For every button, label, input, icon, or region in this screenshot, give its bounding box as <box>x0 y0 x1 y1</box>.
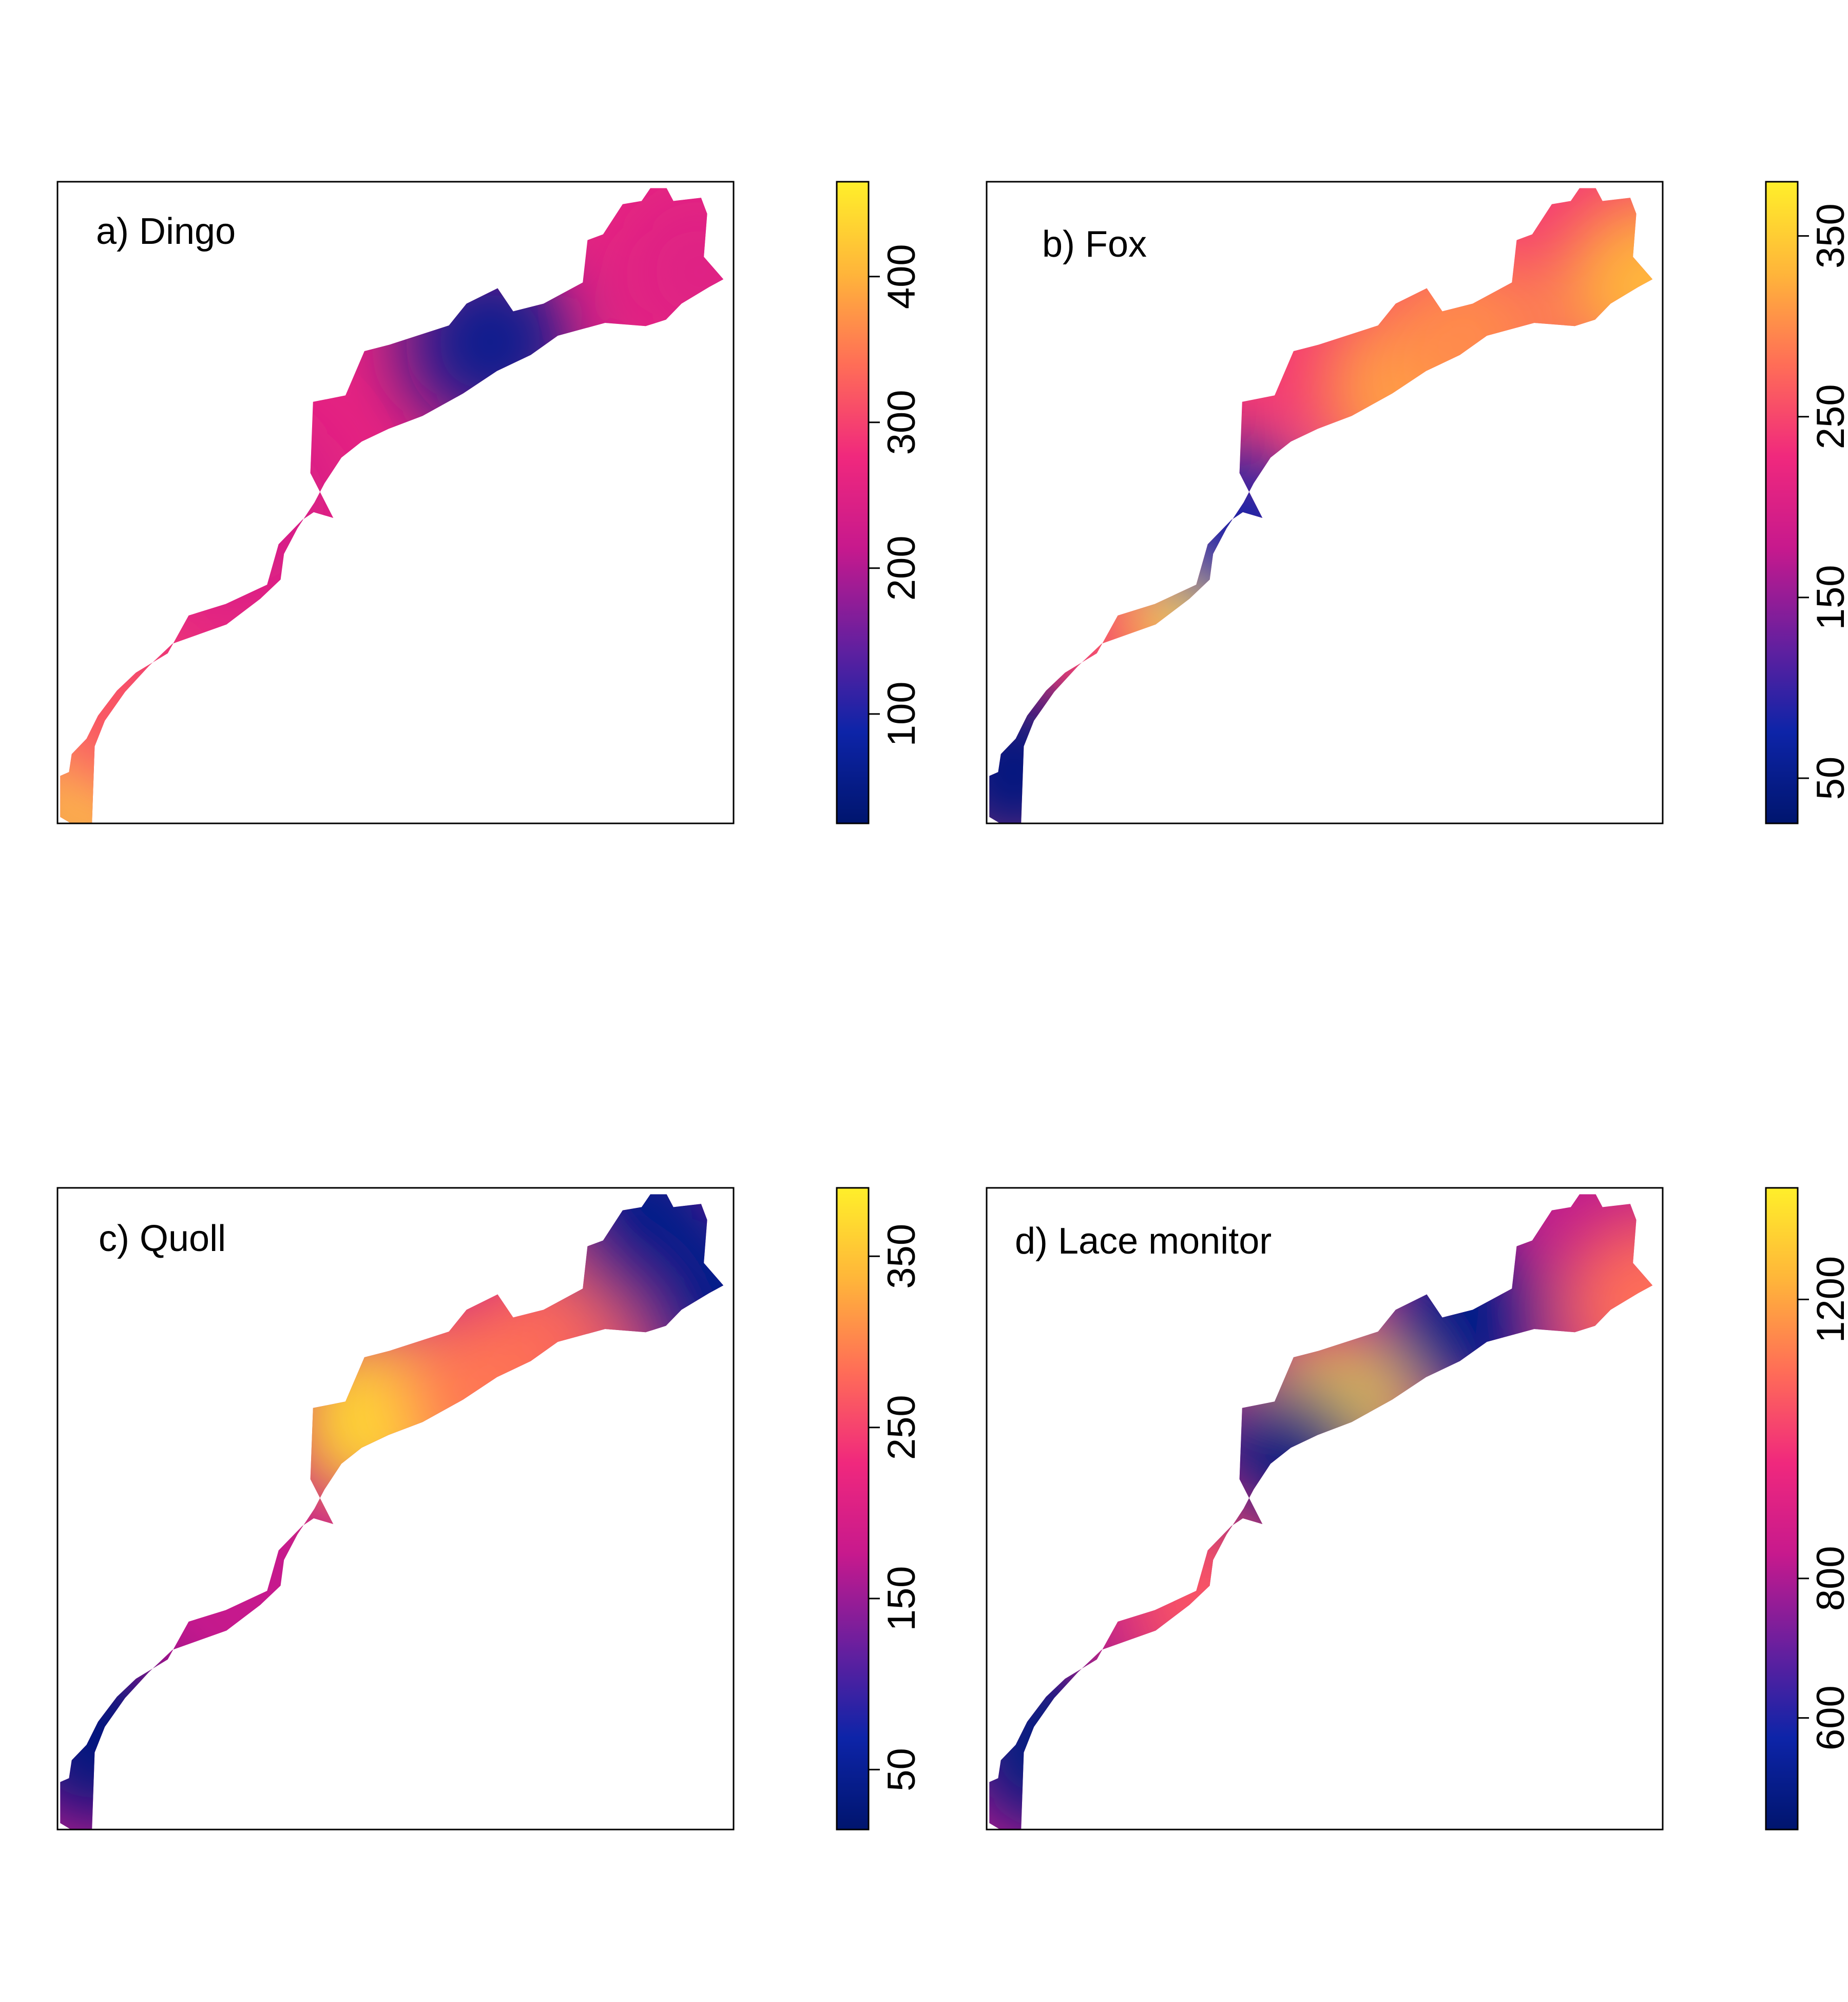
colorbar-tick-label: 600 <box>1809 1685 1848 1750</box>
panel-title: c) Quoll <box>99 1218 226 1259</box>
panel-title: b) Fox <box>1042 224 1147 265</box>
map-frame <box>56 1187 735 1831</box>
colorbar-tick-label: 150 <box>1809 565 1848 630</box>
map-frame <box>986 1187 1664 1831</box>
map-frame <box>986 181 1664 824</box>
colorbar-tick-label: 350 <box>880 1224 923 1289</box>
panel-title: d) Lace monitor <box>1015 1221 1272 1262</box>
colorbar-tick-label: 200 <box>880 535 923 601</box>
colorbar-tick-label: 350 <box>1809 203 1848 268</box>
colorbar-tick-label: 250 <box>1809 384 1848 449</box>
colorbar-tick-label: 1200 <box>1809 1256 1848 1343</box>
colorbar <box>1765 181 1799 824</box>
colorbar-tick-label: 300 <box>880 390 923 455</box>
colorbar-tick-label: 400 <box>880 244 923 309</box>
colorbar <box>836 1187 870 1831</box>
colorbar-tick-label: 250 <box>880 1395 923 1460</box>
panel-title: a) Dingo <box>96 211 236 252</box>
colorbar <box>836 181 870 824</box>
colorbar-tick-label: 100 <box>880 681 923 746</box>
colorbar-tick-label: 50 <box>1809 757 1848 800</box>
hotspot-4 <box>612 188 724 359</box>
colorbar-tick-label: 150 <box>880 1566 923 1631</box>
colorbar-tick-label: 50 <box>880 1748 923 1792</box>
map-frame <box>56 181 735 824</box>
colorbar <box>1765 1187 1799 1831</box>
colorbar-tick-label: 800 <box>1809 1546 1848 1611</box>
